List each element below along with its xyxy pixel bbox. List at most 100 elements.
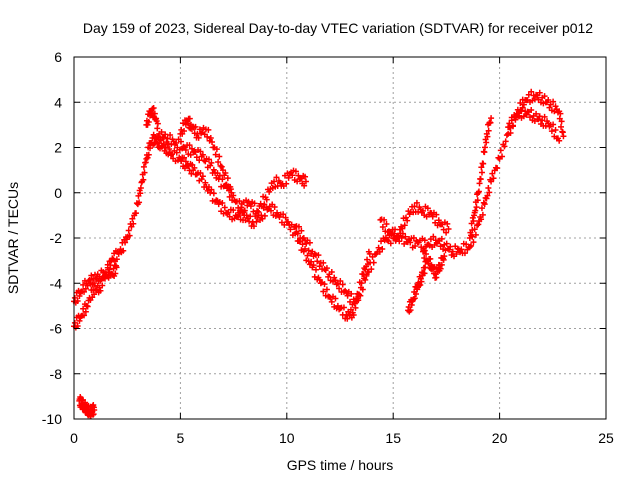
data-point-interp	[489, 170, 496, 177]
data-point-interp	[379, 223, 386, 230]
data-point-interp	[444, 220, 451, 227]
data-point-interp	[421, 247, 428, 254]
data-point-interp	[216, 153, 223, 160]
data-point	[91, 406, 98, 413]
data-point-interp	[241, 207, 248, 214]
data-point-interp	[158, 128, 165, 135]
data-point-interp	[209, 138, 216, 145]
data-point-interp	[401, 222, 408, 229]
data-point-interp	[495, 154, 502, 161]
series-branch-i	[466, 115, 495, 241]
data-point-interp	[191, 164, 198, 171]
data-point-interp	[362, 276, 369, 283]
data-point-interp	[484, 133, 491, 140]
chart-title: Day 159 of 2023, Sidereal Day-to-day VTE…	[83, 20, 593, 36]
data-point-interp	[370, 259, 377, 266]
data-point-interp	[130, 220, 137, 227]
data-point-interp	[499, 153, 506, 160]
data-point-interp	[418, 278, 425, 285]
data-point-interp	[302, 173, 309, 180]
data-point-interp	[186, 115, 193, 122]
data-point-interp	[357, 284, 364, 291]
data-point	[481, 201, 488, 208]
data-point-interp	[97, 287, 104, 294]
data-point-interp	[337, 277, 344, 284]
data-point-interp	[306, 239, 313, 246]
data-point	[198, 176, 205, 183]
data-point-interp	[89, 294, 96, 301]
axis-ticks: 0 5 10 15 20 25 -10 -8 -6 -4 -2 0 2 4 6	[42, 49, 614, 446]
data-point-interp	[133, 210, 140, 217]
data-point-interp	[375, 244, 382, 251]
data-point-interp	[204, 133, 211, 140]
data-point-interp	[437, 265, 444, 272]
data-point-interp	[501, 143, 508, 150]
data-point-interp	[282, 214, 289, 221]
data-point-interp	[199, 151, 206, 158]
data-point-interp	[517, 100, 524, 107]
data-point-interp	[267, 207, 274, 214]
data-point-interp	[443, 229, 450, 236]
y-tick-label: 2	[54, 140, 62, 156]
data-point-interp	[383, 220, 390, 227]
data-point-interp	[71, 294, 78, 301]
data-point-interp	[112, 270, 119, 277]
data-point-interp	[468, 232, 475, 239]
series-branch-a	[71, 262, 120, 306]
data-point-interp	[550, 121, 557, 128]
data-point-interp	[230, 207, 237, 214]
data-point-interp	[310, 262, 317, 269]
data-point-interp	[219, 199, 226, 206]
data-point-interp	[287, 226, 294, 233]
data-point-interp	[541, 93, 548, 100]
data-point-interp	[333, 281, 340, 288]
data-point-interp	[344, 292, 351, 299]
data-point-interp	[396, 238, 403, 245]
data-point-interp	[486, 189, 493, 196]
x-tick-label: 10	[279, 430, 295, 446]
data-point-interp	[475, 188, 482, 195]
data-point-interp	[368, 266, 375, 273]
data-point-interp	[336, 285, 343, 292]
data-point-interp	[379, 246, 386, 253]
data-point	[419, 207, 426, 214]
x-tick-label: 0	[70, 430, 78, 446]
series-branch-j	[505, 104, 563, 144]
data-point	[168, 151, 175, 158]
data-point	[113, 264, 120, 271]
data-point-interp	[478, 216, 485, 223]
data-point-interp	[247, 203, 254, 210]
data-point-interp	[81, 288, 88, 295]
data-point	[254, 207, 261, 214]
data-point-interp	[202, 179, 209, 186]
data-point-interp	[76, 317, 83, 324]
data-point-interp	[186, 142, 193, 149]
data-point-interp	[438, 261, 445, 268]
data-point-interp	[469, 226, 476, 233]
data-point-interp	[388, 231, 395, 238]
data-point-interp	[413, 199, 420, 206]
data-point-interp	[253, 218, 260, 225]
series-branch-f	[377, 199, 452, 243]
data-point-interp	[478, 164, 485, 171]
data-point-interp	[298, 227, 305, 234]
data-point-interp	[507, 129, 514, 136]
data-point-interp	[528, 88, 535, 95]
data-point-interp	[395, 233, 402, 240]
data-point-interp	[305, 247, 312, 254]
series-branch-c	[177, 115, 235, 196]
data-point-interp	[381, 216, 388, 223]
data-point-interp	[429, 213, 436, 220]
data-point-interp	[550, 98, 557, 105]
data-point-interp	[364, 256, 371, 263]
data-point-interp	[407, 307, 414, 314]
data-point	[366, 250, 373, 257]
data-point-interp	[558, 123, 565, 130]
data-point-interp	[509, 122, 516, 129]
data-point-interp	[264, 206, 271, 213]
data-point-interp	[412, 243, 419, 250]
data-point-interp	[207, 134, 214, 141]
data-point-interp	[210, 166, 217, 173]
data-point-interp	[74, 298, 81, 305]
